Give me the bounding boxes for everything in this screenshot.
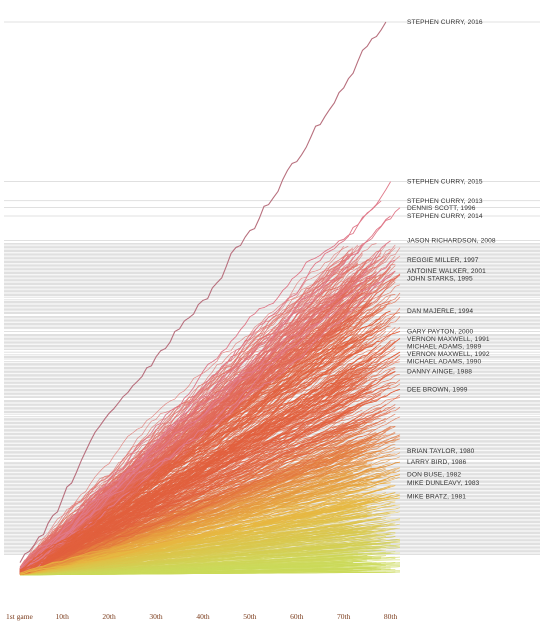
highlighted-series-line: [19, 276, 391, 573]
x-tick-label: 30th: [149, 612, 163, 621]
x-tick-label: 10th: [56, 612, 70, 621]
series-line: [19, 485, 396, 574]
series-line: [19, 247, 354, 574]
highlighted-series-line: [19, 388, 401, 574]
series-label: JASON RICHARDSON, 2008: [407, 238, 496, 245]
series-label: DAN MAJERLE, 1994: [407, 308, 473, 315]
series-label: MICHAEL ADAMS, 1989: [407, 344, 481, 351]
highlighted-series-line: [19, 240, 391, 571]
series-label: MIKE DUNLEAVY, 1983: [407, 480, 480, 487]
series-label: DENNIS SCOTT, 1996: [407, 205, 476, 212]
series-line: [19, 404, 387, 573]
series-label: BRIAN TAYLOR, 1980: [407, 448, 475, 455]
x-tick-label: 70th: [337, 612, 351, 621]
highlighted-series-line: [19, 357, 326, 571]
series-line: [19, 452, 377, 575]
series-label: REGGIE MILLER, 1997: [407, 257, 479, 264]
series-line: [19, 387, 391, 574]
series-label: ANTOINE WALKER, 2001: [407, 268, 486, 275]
series-label: LARRY BIRD, 1986: [407, 459, 466, 466]
series-line: [19, 523, 401, 576]
series-line: [19, 555, 386, 576]
series-line: [19, 431, 396, 575]
series-label: STEPHEN CURRY, 2014: [407, 213, 483, 220]
highlighted-series-line: [19, 200, 382, 570]
series-label: JOHN STARKS, 1995: [407, 275, 473, 282]
x-axis: 1st game 10th 20th 30th 40th 50th 60th 70th 80th: [6, 612, 398, 621]
series-line: [19, 393, 382, 573]
series-label: DEE BROWN, 1999: [407, 386, 468, 393]
series-line: [19, 340, 396, 571]
highlighted-series-line: [19, 450, 382, 576]
highlighted-series-line: [19, 370, 396, 572]
series-line: [19, 394, 401, 575]
highlighted-series-line: [19, 21, 387, 563]
highlighted-series-line: [19, 482, 391, 574]
series-label: DANNY AINGE, 1988: [407, 368, 472, 375]
series-line: [19, 476, 396, 574]
x-tick-label: 20th: [102, 612, 116, 621]
series-label: STEPHEN CURRY, 2013: [407, 198, 483, 205]
highlighted-series-line: [19, 215, 391, 572]
series-label: VERNON MAXWELL, 1991: [407, 336, 490, 343]
series-label: VERNON MAXWELL, 1992: [407, 351, 490, 358]
series-label: GARY PAYTON, 2000: [407, 329, 474, 336]
series-line: [19, 533, 396, 575]
series-label: MICHAEL ADAMS, 1990: [407, 358, 481, 365]
series-label: STEPHEN CURRY, 2016: [407, 19, 483, 26]
highlighted-series-line: [19, 346, 377, 571]
x-tick-label: 40th: [196, 612, 210, 621]
series-line: [19, 346, 377, 575]
series-line: [19, 406, 401, 575]
series-line: [19, 563, 401, 576]
series-label: MIKE BRATZ, 1981: [407, 494, 466, 501]
x-tick-label: 50th: [243, 612, 257, 621]
series-label: DON BUSE, 1982: [407, 472, 461, 479]
highlighted-series-line: [19, 496, 391, 575]
highlighted-series-line: [19, 259, 396, 570]
series-line: [19, 431, 377, 575]
series-line: [19, 307, 401, 574]
x-tick-label: 60th: [290, 612, 304, 621]
series-label: STEPHEN CURRY, 2015: [407, 179, 483, 186]
series-line: [19, 245, 349, 569]
x-tick-label: 1st game: [6, 612, 34, 621]
series-line: [19, 254, 354, 568]
series-line: [19, 244, 359, 571]
highlighted-series-line: [19, 331, 401, 573]
series-line: [19, 379, 377, 574]
highlighted-series-line: [19, 474, 401, 575]
highlighted-series-line: [19, 181, 391, 570]
series-line: [19, 254, 349, 574]
highlighted-series: [19, 21, 401, 576]
highlighted-series-line: [19, 207, 401, 575]
series-labels: STEPHEN CURRY, 2016 STEPHEN CURRY, 2015 ST…: [407, 19, 496, 501]
highlighted-series-line: [19, 351, 401, 573]
series-line: [19, 406, 396, 575]
x-tick-label: 80th: [384, 612, 398, 621]
